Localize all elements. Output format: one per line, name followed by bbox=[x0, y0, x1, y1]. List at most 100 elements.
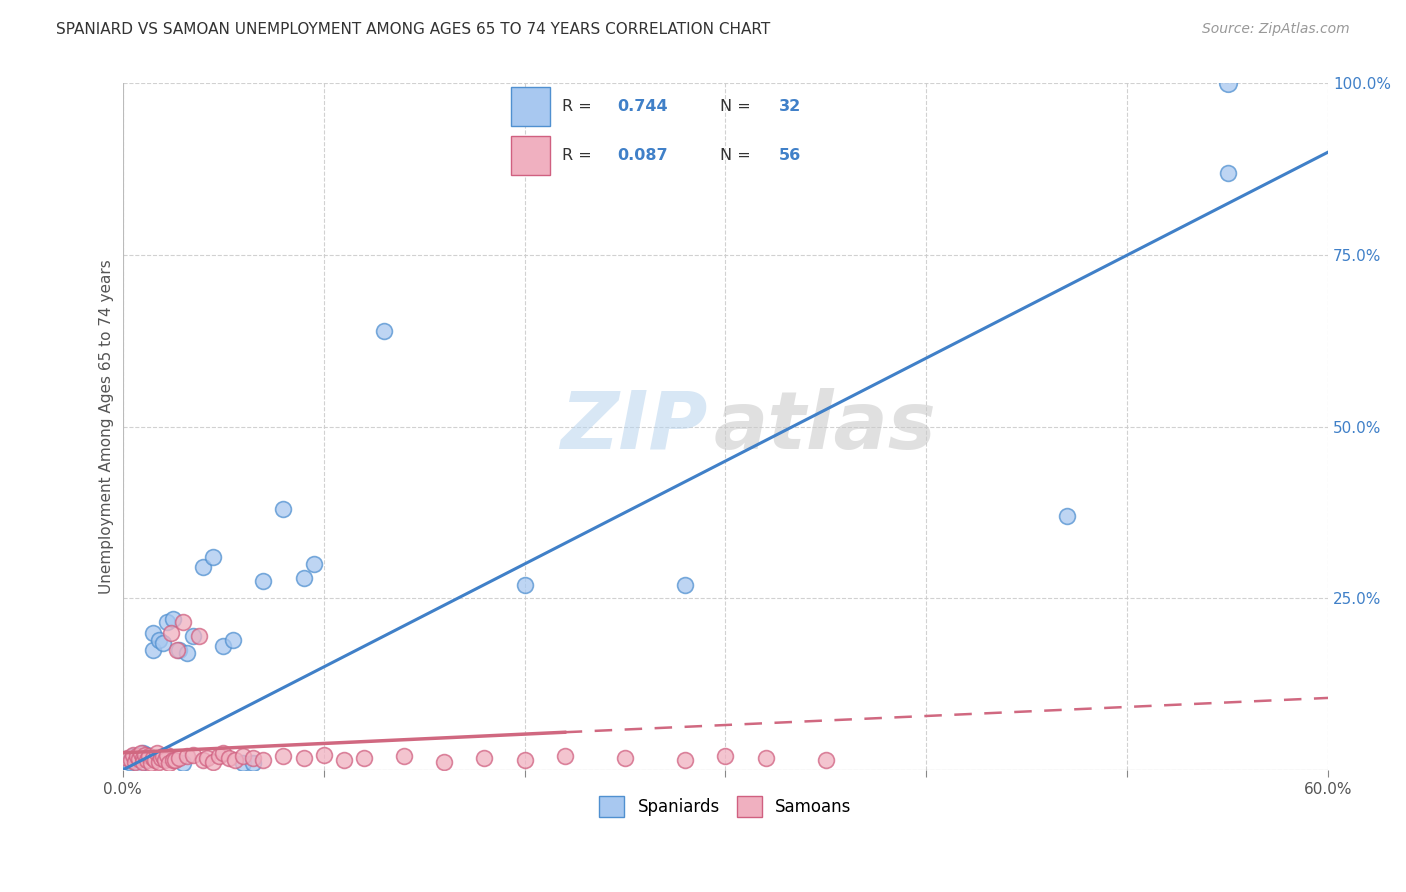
Point bbox=[1056, 508, 1078, 523]
Text: ZIP: ZIP bbox=[560, 388, 707, 466]
Point bbox=[252, 574, 274, 589]
Text: R =: R = bbox=[562, 148, 598, 162]
Point bbox=[292, 750, 315, 764]
Point bbox=[135, 747, 157, 762]
Point bbox=[181, 629, 204, 643]
Point bbox=[148, 755, 170, 769]
Point bbox=[212, 746, 235, 760]
Point bbox=[121, 749, 143, 764]
Point bbox=[156, 747, 179, 762]
Point bbox=[132, 750, 155, 764]
FancyBboxPatch shape bbox=[510, 87, 550, 127]
Point bbox=[714, 749, 737, 764]
Point bbox=[125, 749, 148, 764]
Point bbox=[148, 632, 170, 647]
Point bbox=[302, 557, 325, 571]
Point bbox=[132, 750, 155, 764]
Point bbox=[353, 750, 375, 764]
Point bbox=[1216, 166, 1239, 180]
Text: 32: 32 bbox=[779, 99, 801, 114]
Text: 0.744: 0.744 bbox=[617, 99, 668, 114]
Point bbox=[224, 753, 246, 767]
Point bbox=[156, 615, 179, 630]
Point bbox=[128, 757, 150, 772]
FancyBboxPatch shape bbox=[510, 136, 550, 175]
Point bbox=[121, 747, 143, 762]
Point bbox=[312, 747, 335, 762]
Text: R =: R = bbox=[562, 99, 598, 114]
Text: atlas: atlas bbox=[713, 388, 936, 466]
Point bbox=[191, 753, 214, 767]
Point bbox=[191, 560, 214, 574]
Point bbox=[373, 324, 395, 338]
Point bbox=[132, 755, 155, 769]
Point bbox=[162, 753, 184, 767]
Point bbox=[142, 750, 165, 764]
Point bbox=[134, 747, 156, 762]
Point bbox=[208, 749, 231, 764]
Point bbox=[252, 753, 274, 767]
Point bbox=[118, 755, 141, 769]
Point bbox=[176, 749, 198, 764]
Legend: Spaniards, Samoans: Spaniards, Samoans bbox=[593, 789, 858, 823]
Point bbox=[162, 612, 184, 626]
Point bbox=[242, 750, 264, 764]
Point bbox=[673, 577, 696, 591]
Point bbox=[172, 615, 194, 630]
Point bbox=[143, 753, 166, 767]
Point bbox=[132, 746, 155, 760]
Point bbox=[513, 753, 536, 767]
Point bbox=[172, 756, 194, 771]
Point bbox=[139, 756, 162, 771]
Point bbox=[188, 629, 211, 643]
Point bbox=[202, 550, 225, 565]
Point bbox=[755, 750, 778, 764]
Point bbox=[433, 755, 456, 769]
Point bbox=[232, 756, 254, 771]
Y-axis label: Unemployment Among Ages 65 to 74 years: Unemployment Among Ages 65 to 74 years bbox=[100, 260, 114, 594]
Point bbox=[222, 632, 245, 647]
Point bbox=[142, 625, 165, 640]
Point bbox=[128, 752, 150, 766]
Text: Source: ZipAtlas.com: Source: ZipAtlas.com bbox=[1202, 22, 1350, 37]
Point bbox=[181, 747, 204, 762]
Point bbox=[146, 746, 169, 760]
Point bbox=[292, 571, 315, 585]
Point bbox=[120, 753, 142, 767]
Point bbox=[149, 750, 172, 764]
Point bbox=[167, 643, 190, 657]
Point bbox=[138, 749, 160, 764]
Point bbox=[273, 749, 295, 764]
Point bbox=[195, 750, 218, 764]
Point bbox=[232, 749, 254, 764]
Point bbox=[212, 640, 235, 654]
Point bbox=[554, 749, 576, 764]
Point bbox=[1216, 77, 1239, 91]
Text: N =: N = bbox=[720, 148, 755, 162]
Point bbox=[157, 756, 180, 771]
Point bbox=[124, 755, 146, 769]
Point bbox=[814, 753, 837, 767]
Point bbox=[218, 750, 240, 764]
Point bbox=[166, 643, 188, 657]
Point bbox=[142, 643, 165, 657]
Point bbox=[167, 750, 190, 764]
Point bbox=[152, 749, 174, 764]
Point bbox=[673, 753, 696, 767]
Text: 56: 56 bbox=[779, 148, 801, 162]
Point bbox=[332, 753, 354, 767]
Text: 0.087: 0.087 bbox=[617, 148, 668, 162]
Text: N =: N = bbox=[720, 99, 755, 114]
Point bbox=[202, 755, 225, 769]
Point bbox=[176, 646, 198, 660]
Point bbox=[472, 750, 495, 764]
Point bbox=[273, 502, 295, 516]
Point bbox=[125, 753, 148, 767]
Point bbox=[129, 746, 152, 760]
Point bbox=[242, 756, 264, 771]
Point bbox=[115, 750, 138, 764]
Point bbox=[392, 749, 415, 764]
Point bbox=[153, 753, 176, 767]
Text: SPANIARD VS SAMOAN UNEMPLOYMENT AMONG AGES 65 TO 74 YEARS CORRELATION CHART: SPANIARD VS SAMOAN UNEMPLOYMENT AMONG AG… bbox=[56, 22, 770, 37]
Point bbox=[135, 753, 157, 767]
